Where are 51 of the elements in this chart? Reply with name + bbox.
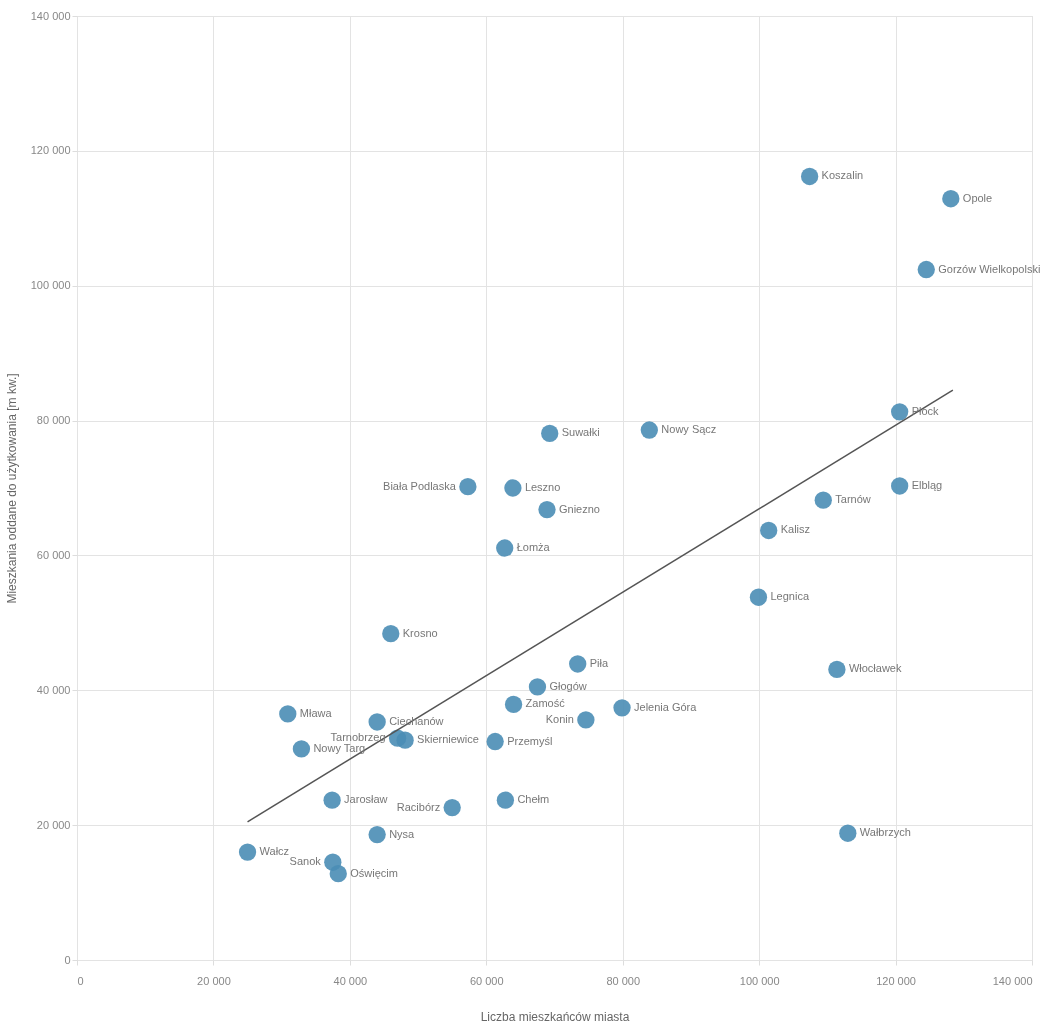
x-tick-label: 0 (77, 974, 84, 987)
y-tick-label: 20 000 (36, 818, 71, 831)
x-tick-label: 40 000 (333, 974, 368, 987)
annotation: Legnica (770, 590, 810, 603)
annotation: Głogów (549, 679, 587, 692)
annotation: Chełm (517, 793, 550, 806)
annotation: Gorzów Wielkopolski (938, 262, 1041, 275)
x-tick-label: 20 000 (197, 974, 231, 987)
annotation: Wałcz (259, 845, 290, 858)
x-tick-label: 120 000 (876, 974, 916, 987)
annotation: Krosno (402, 626, 438, 639)
x-tick-label: 140 000 (992, 974, 1033, 987)
annotation: Biała Podlaska (383, 479, 457, 492)
x-tick-label: 60 000 (469, 974, 504, 987)
y-tick-label: 80 000 (36, 414, 71, 427)
annotation: Zamość (525, 697, 566, 710)
annotation: Koszalin (821, 169, 864, 182)
annotation: Nowy Sącz (661, 423, 717, 436)
annotation: Gniezno (559, 502, 600, 515)
annotation: Leszno (524, 481, 561, 493)
annotation: Opole (962, 191, 993, 204)
annotation: Włocławek (848, 662, 902, 675)
x-axis-title: Liczba mieszkańców miasta (480, 1009, 630, 1024)
annotation: Nowy Targ (313, 741, 366, 754)
y-tick-label: 140 000 (30, 9, 71, 22)
annotation: Nysa (389, 827, 416, 840)
y-axis-title: Mieszkania oddane do użytkowania [m kw.] (4, 373, 19, 604)
annotation: Wałbrzych (859, 826, 911, 839)
annotation: Kalisz (780, 523, 811, 536)
annotation: Łomża (516, 541, 551, 554)
annotation: Piła (589, 656, 609, 669)
y-tick-label: 0 (64, 953, 71, 966)
annotation: Skierniewice (417, 733, 479, 746)
annotation: Racibórz (396, 800, 441, 813)
annotation: Elbląg (911, 478, 943, 491)
annotation: Przemyśl (507, 734, 553, 747)
x-tick-label: 80 000 (606, 974, 641, 987)
y-tick-label: 40 000 (36, 683, 71, 696)
annotation: Konin (545, 712, 574, 725)
annotation: Jarosław (344, 793, 388, 806)
y-tick-label: 100 000 (30, 279, 71, 292)
y-tick-label: 120 000 (30, 144, 71, 157)
x-tick-label: 100 000 (739, 974, 780, 987)
annotation: Mława (299, 706, 333, 719)
annotation: Jelenia Góra (634, 700, 698, 713)
annotation: Sanok (289, 855, 322, 868)
annotation: Oświęcim (350, 866, 398, 879)
annotation: Suwałki (561, 426, 600, 439)
y-tick-label: 60 000 (36, 548, 71, 561)
annotation: Tarnów (835, 493, 871, 506)
annotation: Tarnobrzeg (330, 731, 386, 744)
